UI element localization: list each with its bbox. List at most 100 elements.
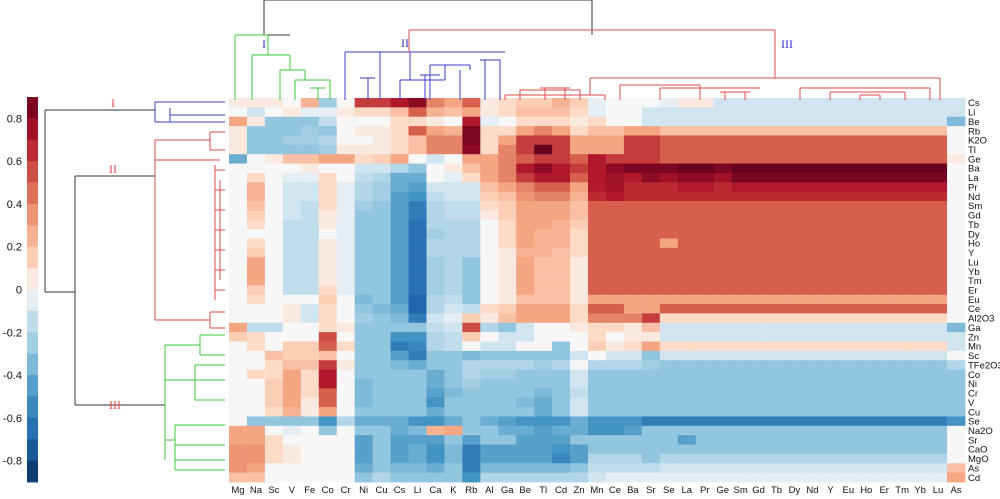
heatmap-cell xyxy=(462,463,481,474)
heatmap-cell xyxy=(444,416,463,427)
heatmap-cell xyxy=(695,191,715,202)
heatmap-cell xyxy=(659,163,679,174)
x-tick-label: As xyxy=(950,485,961,496)
heatmap-cell xyxy=(749,135,768,146)
heatmap-cell xyxy=(947,453,966,464)
heatmap-cell xyxy=(803,463,822,474)
heatmap-cell xyxy=(857,229,876,239)
heatmap-cell xyxy=(516,144,535,155)
heatmap-cell xyxy=(713,116,733,127)
colorbar-tick-label: -0.6 xyxy=(3,413,22,425)
heatmap-cell xyxy=(911,154,930,164)
heatmap-cell xyxy=(785,453,804,464)
heatmap-cell xyxy=(229,444,248,455)
heatmap-cell xyxy=(893,135,912,146)
heatmap-cell xyxy=(570,135,589,146)
heatmap-cell xyxy=(552,388,571,399)
heatmap-cell xyxy=(767,472,786,483)
heatmap-cell xyxy=(372,247,391,258)
heatmap-cell xyxy=(516,172,535,183)
heatmap-cell xyxy=(300,163,320,174)
heatmap-cell xyxy=(372,463,391,474)
heatmap-cell xyxy=(444,191,463,202)
heatmap-cell xyxy=(426,397,445,408)
heatmap-cell xyxy=(839,463,858,474)
heatmap-cell xyxy=(803,107,822,118)
heatmap-cell xyxy=(318,341,338,352)
heatmap-cell xyxy=(229,98,248,108)
heatmap-cell xyxy=(318,378,338,389)
heatmap-cell xyxy=(300,322,320,333)
heatmap-cell xyxy=(444,378,463,389)
colorbar-tick-label: 0.8 xyxy=(7,113,22,125)
heatmap-cell xyxy=(731,182,750,193)
heatmap-cell xyxy=(929,285,948,296)
heatmap-cell xyxy=(390,453,409,464)
heatmap-cell xyxy=(677,472,697,483)
heatmap-cell xyxy=(229,435,248,445)
heatmap-cell xyxy=(408,116,427,127)
heatmap-cell xyxy=(444,425,463,436)
heatmap-cell xyxy=(552,341,571,352)
heatmap-cell xyxy=(713,388,733,399)
heatmap-cell xyxy=(875,229,894,239)
heatmap-cell xyxy=(552,313,571,324)
heatmap-cell xyxy=(264,360,284,371)
heatmap-cell xyxy=(785,219,804,230)
heatmap-cell xyxy=(588,154,607,164)
heatmap-cell xyxy=(749,98,768,108)
x-axis-labels: Mg Na Sc V Fe Co Cr Ni Cu Cs Li Ca K Rb Al Ga Be Tl Cd Zn Mn… xyxy=(231,485,961,496)
heatmap-cell xyxy=(641,313,661,324)
heatmap-cell xyxy=(623,191,643,202)
heatmap-cell xyxy=(695,463,715,474)
heatmap-cell xyxy=(480,407,499,417)
heatmap-cell xyxy=(677,182,697,193)
heatmap-cell xyxy=(498,304,517,314)
heatmap-cell xyxy=(498,201,517,211)
colorbar-tick-label: 0.2 xyxy=(7,242,22,254)
heatmap-cell xyxy=(444,238,463,249)
heatmap-cell xyxy=(462,435,481,445)
heatmap-cell xyxy=(372,182,391,193)
heatmap-cell xyxy=(821,154,840,164)
heatmap-cell xyxy=(336,257,356,267)
heatmap-cell xyxy=(318,463,338,474)
heatmap-cell xyxy=(749,360,768,371)
heatmap-cell xyxy=(570,201,589,211)
heatmap-cell xyxy=(300,247,320,258)
heatmap-cell xyxy=(516,238,535,249)
heatmap-cell xyxy=(623,201,643,211)
heatmap-cell xyxy=(677,453,697,464)
heatmap-cell xyxy=(623,332,643,342)
heatmap-cell xyxy=(354,425,374,436)
heatmap-cell xyxy=(318,350,338,361)
y-tick-label: Tb xyxy=(968,220,979,231)
heatmap-cell xyxy=(408,238,427,249)
heatmap-cell xyxy=(641,172,661,183)
heatmap-cell xyxy=(390,144,409,155)
heatmap-cell xyxy=(857,126,876,136)
heatmap-cell xyxy=(659,191,679,202)
heatmap-cell xyxy=(929,472,948,483)
heatmap-cell xyxy=(641,229,661,239)
heatmap-cell xyxy=(246,304,266,314)
heatmap-cell xyxy=(516,397,535,408)
heatmap-cell xyxy=(408,266,427,277)
heatmap-cell xyxy=(408,275,427,286)
heatmap-cell xyxy=(911,98,930,108)
heatmap-cell xyxy=(282,135,302,146)
heatmap-cell xyxy=(749,472,768,483)
heatmap-cell xyxy=(246,360,266,371)
heatmap-cell xyxy=(534,313,553,324)
heatmap-cell xyxy=(282,425,302,436)
heatmap-cell xyxy=(552,257,571,267)
heatmap-cell xyxy=(875,285,894,296)
heatmap-cell xyxy=(282,266,302,277)
heatmap-cell xyxy=(282,360,302,371)
heatmap-cell xyxy=(300,201,320,211)
heatmap-cell xyxy=(659,201,679,211)
colorbar-segment xyxy=(27,139,38,162)
heatmap-cell xyxy=(534,304,553,314)
y-tick-label: K2O xyxy=(968,136,987,147)
heatmap-cell xyxy=(229,360,248,371)
